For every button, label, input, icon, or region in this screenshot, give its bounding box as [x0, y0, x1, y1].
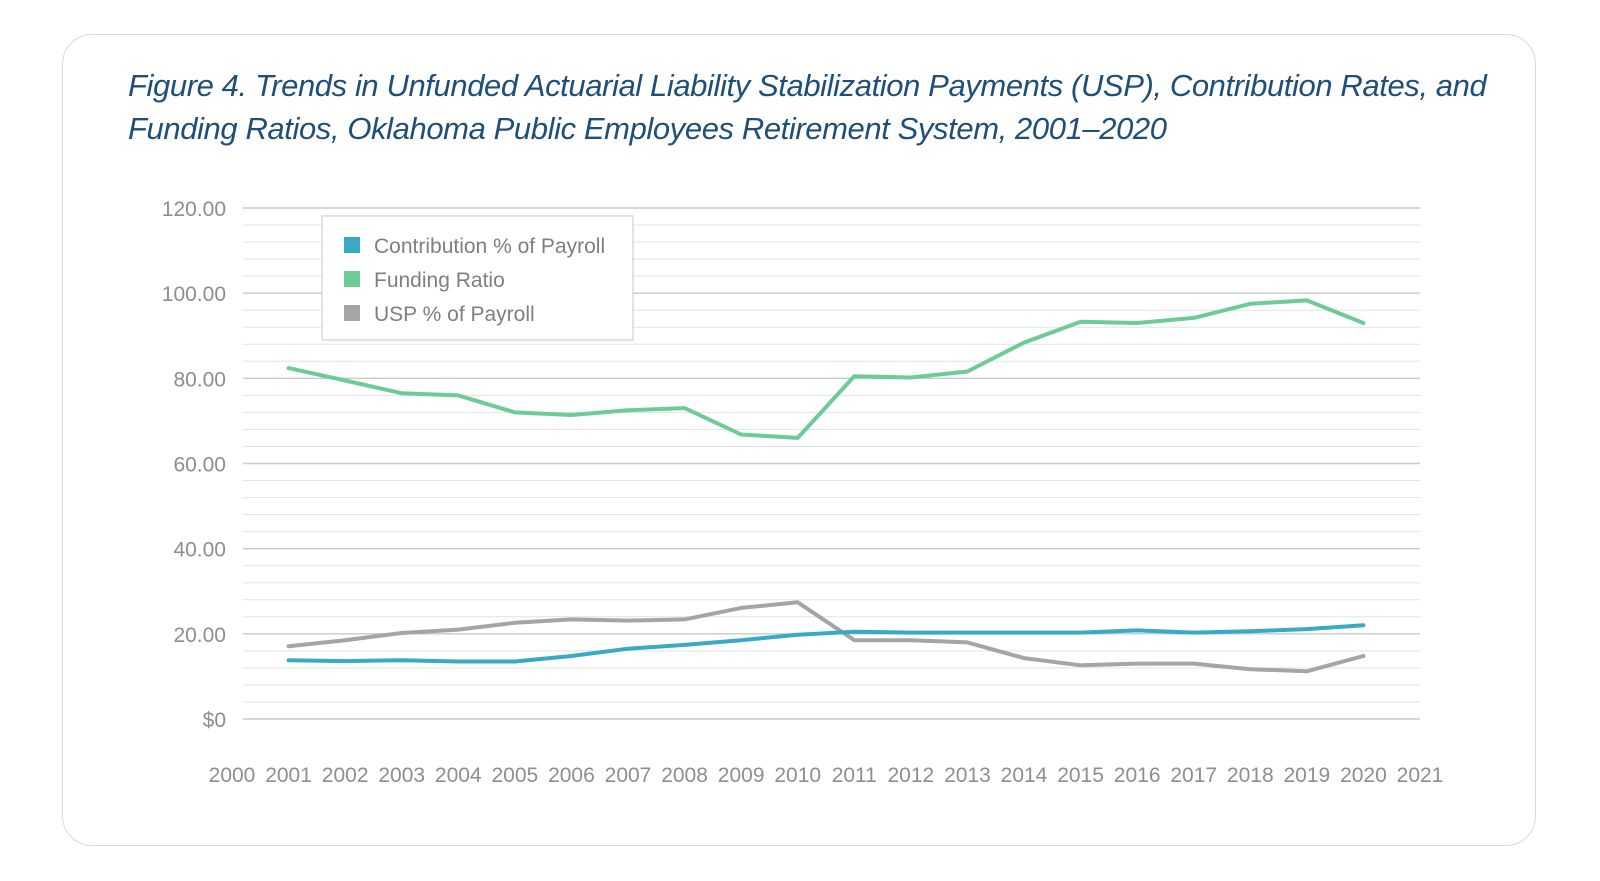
- legend-swatch: [344, 271, 360, 287]
- x-tick-label: 2014: [1001, 764, 1048, 787]
- y-tick-label: $0: [203, 709, 226, 732]
- x-tick-label: 2013: [944, 764, 991, 787]
- x-tick-label: 2009: [718, 764, 765, 787]
- legend-label: Contribution % of Payroll: [374, 235, 605, 258]
- chart-card: [62, 34, 1536, 846]
- series-lines: [286, 298, 1366, 674]
- legend-swatch: [344, 305, 360, 321]
- legend-swatch: [344, 237, 360, 253]
- x-tick-label: 2000: [209, 764, 256, 787]
- x-tick-label: 2015: [1057, 764, 1104, 787]
- x-tick-label: 2007: [605, 764, 652, 787]
- legend-box: [321, 215, 634, 341]
- series-line-funding-ratio: [286, 298, 1366, 440]
- y-tick-label: 80.00: [173, 368, 226, 391]
- y-tick-label: 20.00: [173, 624, 226, 647]
- y-tick-label: 60.00: [173, 454, 226, 477]
- x-tick-label: 2004: [435, 764, 482, 787]
- x-tick-label: 2020: [1340, 764, 1387, 787]
- gridlines: [243, 207, 1420, 720]
- legend: Contribution % of Payroll Funding Ratio US…: [321, 215, 634, 341]
- x-tick-label: 2018: [1227, 764, 1274, 787]
- x-tick-label: 2001: [265, 764, 312, 787]
- legend-label: USP % of Payroll: [374, 303, 535, 326]
- x-tick-label: 2006: [548, 764, 595, 787]
- y-axis-ticks: $0 20.00 40.00 60.00 80.00 100.00 120.00: [162, 198, 226, 732]
- x-tick-label: 2019: [1283, 764, 1330, 787]
- x-tick-label: 2008: [661, 764, 708, 787]
- x-axis-ticks: 2000 2001 2002 2003 2004 2005 2006 2007 2008 2009…: [209, 764, 1444, 787]
- chart-title: Figure 4. Trends in Unfunded Actuarial L…: [128, 68, 1487, 146]
- x-tick-label: 2011: [832, 764, 877, 787]
- series-line-usp-of-payroll: [286, 600, 1366, 674]
- x-tick-label: 2017: [1170, 764, 1217, 787]
- y-tick-label: 40.00: [173, 539, 226, 562]
- legend-label: Funding Ratio: [374, 269, 505, 292]
- x-tick-label: 2002: [322, 764, 369, 787]
- x-tick-label: 2012: [887, 764, 934, 787]
- x-tick-label: 2016: [1114, 764, 1161, 787]
- y-tick-label: 120.00: [162, 198, 226, 221]
- x-tick-label: 2010: [774, 764, 821, 787]
- y-tick-label: 100.00: [162, 283, 226, 306]
- series-line-contribution-of-payroll: [286, 623, 1366, 664]
- x-tick-label: 2005: [491, 764, 538, 787]
- x-tick-label: 2021: [1397, 764, 1444, 787]
- x-tick-label: 2003: [378, 764, 425, 787]
